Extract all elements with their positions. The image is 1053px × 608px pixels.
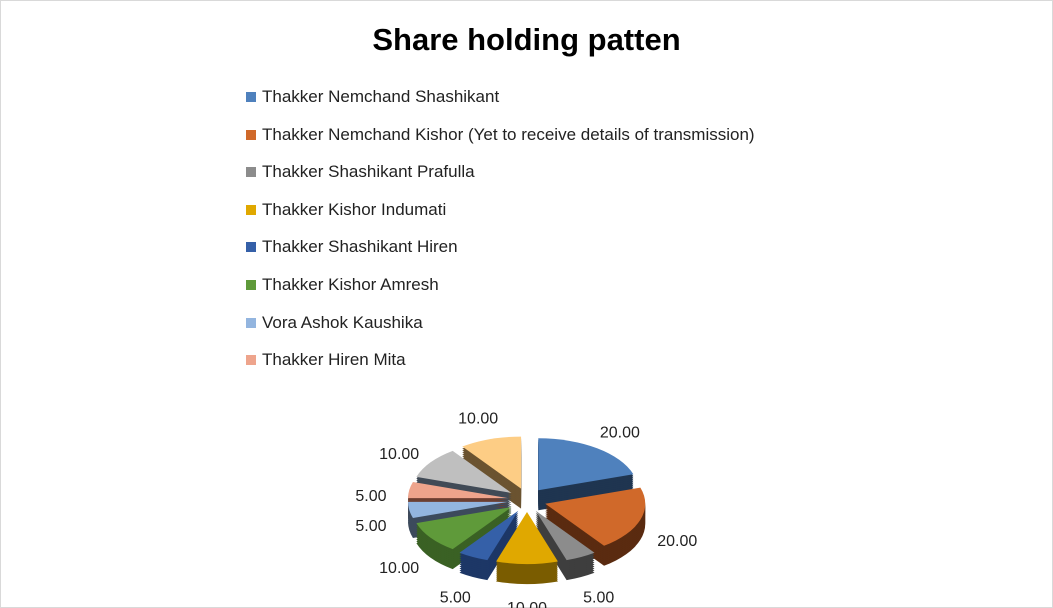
data-label: 5.00 <box>355 488 386 505</box>
legend-label: Thakker Shashikant Prafulla <box>262 162 475 182</box>
legend-item: Thakker Kishor Indumati <box>246 200 446 220</box>
chart-title: Share holding patten <box>372 22 681 57</box>
data-label: 5.00 <box>355 518 386 535</box>
data-label: 20.00 <box>600 425 640 442</box>
legend-swatch <box>246 317 256 328</box>
pie-slice <box>538 438 634 491</box>
legend-item: Thakker Shashikant Prafulla <box>246 162 475 182</box>
data-label: 20.00 <box>657 533 697 550</box>
legend-label: Thakker Kishor Indumati <box>262 199 447 219</box>
pie-slice <box>459 510 519 561</box>
legend-item: Thakker Nemchand Shashikant <box>246 87 499 107</box>
data-label: 10.00 <box>458 411 498 428</box>
legend-swatch <box>246 280 256 290</box>
legend-swatch <box>246 129 256 140</box>
legend-label: Thakker Nemchand Shashikant <box>262 87 500 106</box>
pie-slice <box>408 501 509 518</box>
legend-item: Thakker Shashikant Hiren <box>246 237 458 257</box>
pie-slice <box>496 512 558 564</box>
data-label: 5.00 <box>583 589 614 606</box>
legend-item: Vora Ashok Kaushika <box>246 313 423 333</box>
data-label: 10.00 <box>379 446 419 463</box>
legend-item: Thakker Hiren Mita <box>246 350 406 370</box>
data-label: 10.00 <box>379 560 419 577</box>
legend-label: Thakker Kishor Amresh <box>262 275 439 294</box>
pie-slice <box>416 507 512 550</box>
legend-label: Thakker Nemchand Kishor (Yet to receive … <box>262 124 755 144</box>
legend-swatch <box>246 355 256 366</box>
legend-swatch <box>246 204 256 215</box>
pie-slice <box>535 510 595 561</box>
pie-slice <box>416 450 512 493</box>
legend-label: Thakker Hiren Mita <box>262 350 406 370</box>
legend-swatch <box>246 167 256 178</box>
pie-slice <box>408 482 509 499</box>
pie-slice <box>462 436 522 489</box>
data-label: 5.00 <box>440 589 471 606</box>
legend-item: Thakker Nemchand Kishor (Yet to receive … <box>246 125 755 145</box>
legend-swatch <box>246 92 256 102</box>
legend-swatch <box>246 242 256 253</box>
legend-label: Thakker Shashikant Hiren <box>262 237 458 257</box>
legend-item: Thakker Kishor Amresh <box>246 275 439 295</box>
data-label: 10.00 <box>507 600 547 608</box>
pie-slice <box>545 487 646 546</box>
legend-label: Vora Ashok Kaushika <box>262 312 423 332</box>
